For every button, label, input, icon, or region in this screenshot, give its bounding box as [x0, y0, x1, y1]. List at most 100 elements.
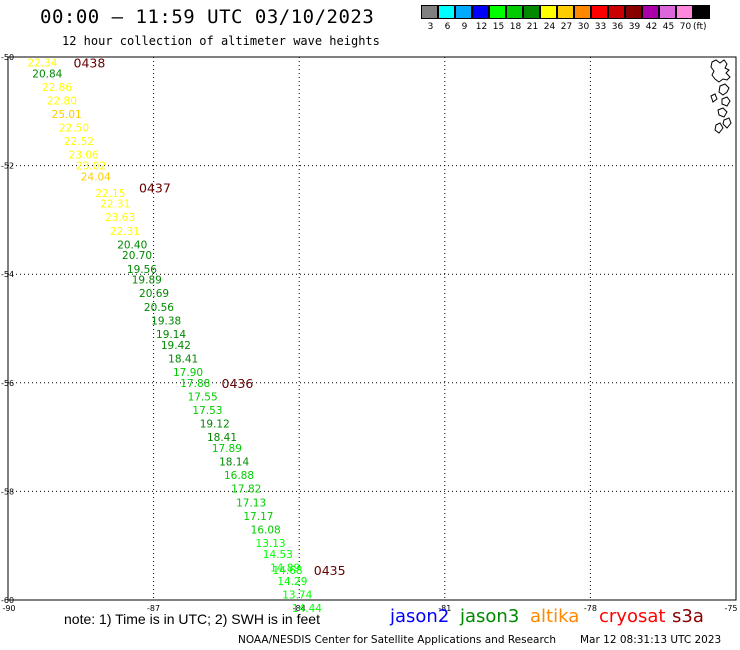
- wave-height-value: 13.74: [282, 590, 312, 602]
- wave-height-value: 20.56: [144, 302, 174, 314]
- pass-time-label: 0436: [222, 376, 254, 391]
- legend-unit: (ft): [693, 22, 707, 32]
- wave-height-value: 17.82: [231, 484, 261, 496]
- wave-height-value: 14.29: [277, 576, 307, 588]
- legend-tick-label: 42: [645, 22, 658, 32]
- satellite-jason3: jason3: [460, 606, 520, 627]
- legend-swatch: [489, 5, 506, 19]
- legend-swatch: [659, 5, 676, 19]
- wave-height-value: 23.06: [69, 150, 99, 162]
- legend-swatch: [676, 5, 693, 19]
- legend-swatch: [591, 5, 608, 19]
- longitude-tick-label: -84: [293, 604, 306, 613]
- wave-height-value: 17.55: [188, 391, 218, 403]
- legend-tick-label: 12: [475, 22, 488, 32]
- wave-height-value: 18.41: [168, 353, 198, 365]
- footer-note: note: 1) Time is in UTC; 2) SWH is in fe…: [64, 611, 320, 627]
- legend-swatch: [540, 5, 557, 19]
- wave-height-value: 17.13: [236, 497, 266, 509]
- wave-height-value: 19.38: [151, 315, 181, 327]
- wave-height-value: 19.89: [132, 275, 162, 287]
- wave-height-value: 18.41: [207, 432, 237, 444]
- legend-tick-label: 27: [560, 22, 573, 32]
- longitude-tick-label: -81: [438, 604, 451, 613]
- legend-swatch: [438, 5, 455, 19]
- satellite-s3a: s3a: [672, 606, 704, 627]
- wave-height-value: 25.01: [52, 109, 82, 121]
- credit-line: NOAA/NESDIS Center for Satellite Applica…: [238, 634, 556, 646]
- legend-swatch: [455, 5, 472, 19]
- legend-tick-label: 70: [679, 22, 692, 32]
- wave-height-value: 14.53: [263, 549, 293, 561]
- wave-height-value: 17.90: [173, 367, 203, 379]
- pass-time-label: 0435: [314, 563, 346, 578]
- wave-height-value: 16.88: [224, 470, 254, 482]
- wave-height-value: 19.56: [127, 264, 157, 276]
- pass-time-label: 0438: [74, 55, 106, 70]
- legend-tick-label: 33: [594, 22, 607, 32]
- longitude-tick-label: -78: [584, 604, 597, 613]
- wave-height-value: 14.89: [270, 562, 300, 574]
- legend-tick-label: 3: [427, 22, 434, 32]
- wave-height-value: 22.80: [47, 95, 77, 107]
- wave-height-value: 22.15: [95, 188, 125, 200]
- legend-tick-label: 9: [461, 22, 468, 32]
- wave-height-value: 19.12: [200, 419, 230, 431]
- longitude-tick-label: -90: [2, 604, 15, 613]
- map-subtitle: 12 hour collection of altimeter wave hei…: [62, 34, 380, 48]
- wave-height-value: 17.88: [180, 378, 210, 390]
- coastline: [710, 59, 732, 134]
- wave-height-value: 23.63: [105, 212, 135, 224]
- satellite-cryosat: cryosat: [599, 606, 666, 627]
- wave-height-value: 20.84: [32, 68, 62, 80]
- legend-tick-label: 30: [577, 22, 590, 32]
- longitude-tick-label: -87: [147, 604, 160, 613]
- wave-height-value: 13.13: [256, 538, 286, 550]
- wave-height-value: 20.40: [117, 239, 147, 251]
- wave-height-value: 23.02: [76, 161, 106, 173]
- graticule: [8, 57, 736, 600]
- legend-tick-label: 6: [444, 22, 451, 32]
- legend-swatch: [557, 5, 574, 19]
- legend-tick-label: 21: [526, 22, 539, 32]
- map-title: 00:00 – 11:59 UTC 03/10/2023: [40, 6, 375, 28]
- wave-height-value: 18.14: [219, 457, 249, 469]
- legend-tick-label: 24: [543, 22, 556, 32]
- wave-height-value: 22.86: [42, 82, 72, 94]
- legend-tick-label: 18: [509, 22, 522, 32]
- legend-tick-label: 15: [492, 22, 505, 32]
- wave-height-value: 17.89: [212, 443, 242, 455]
- legend-swatch: [625, 5, 642, 19]
- legend-swatch: [523, 5, 540, 19]
- wave-height-value: 20.69: [139, 288, 169, 300]
- satellite-jason2: jason2: [390, 606, 450, 627]
- wave-height-value: 14.44: [292, 603, 322, 615]
- wave-height-value: 22.31: [100, 199, 130, 211]
- legend-swatch: [642, 5, 659, 19]
- legend-swatch: [574, 5, 591, 19]
- time-labels: 0438 0437 0436 0435: [74, 55, 346, 578]
- legend-tick-label: 39: [628, 22, 641, 32]
- wave-height-value: 20.70: [122, 250, 152, 262]
- legend-tick-label: 36: [611, 22, 624, 32]
- wave-height-value: 19.14: [156, 329, 186, 341]
- pass-time-label: 0437: [139, 180, 171, 195]
- wave-height-value: 22.34: [27, 57, 57, 69]
- wave-height-value: 22.31: [110, 226, 140, 238]
- legend-swatch: [421, 5, 438, 19]
- legend-swatch: [608, 5, 625, 19]
- legend-swatch: [472, 5, 489, 19]
- wave-height-value: 24.04: [81, 171, 111, 183]
- satellite-altika: altika: [530, 606, 580, 627]
- wave-height-value: 17.53: [192, 405, 222, 417]
- legend-swatch: [693, 5, 710, 19]
- map-frame: [7, 56, 737, 601]
- wave-height-value: 22.50: [59, 123, 89, 135]
- legend-tick-label: 45: [662, 22, 675, 32]
- wave-height-value: 19.42: [161, 340, 191, 352]
- wave-height-value: 14.68: [273, 565, 303, 577]
- legend-swatch: [506, 5, 523, 19]
